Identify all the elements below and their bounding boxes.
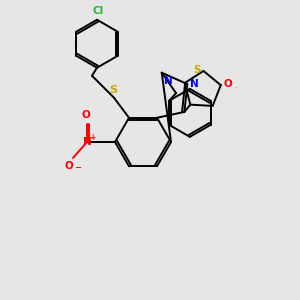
Text: +: + bbox=[89, 133, 95, 142]
Text: −: − bbox=[74, 163, 82, 172]
Text: N: N bbox=[82, 137, 91, 147]
Text: N: N bbox=[190, 79, 199, 89]
Text: S: S bbox=[193, 65, 200, 75]
Text: Cl: Cl bbox=[92, 6, 104, 16]
Text: O: O bbox=[224, 79, 233, 89]
Text: O: O bbox=[82, 110, 90, 120]
Text: O: O bbox=[64, 161, 74, 171]
Text: S: S bbox=[109, 85, 117, 95]
Text: N: N bbox=[164, 76, 172, 86]
